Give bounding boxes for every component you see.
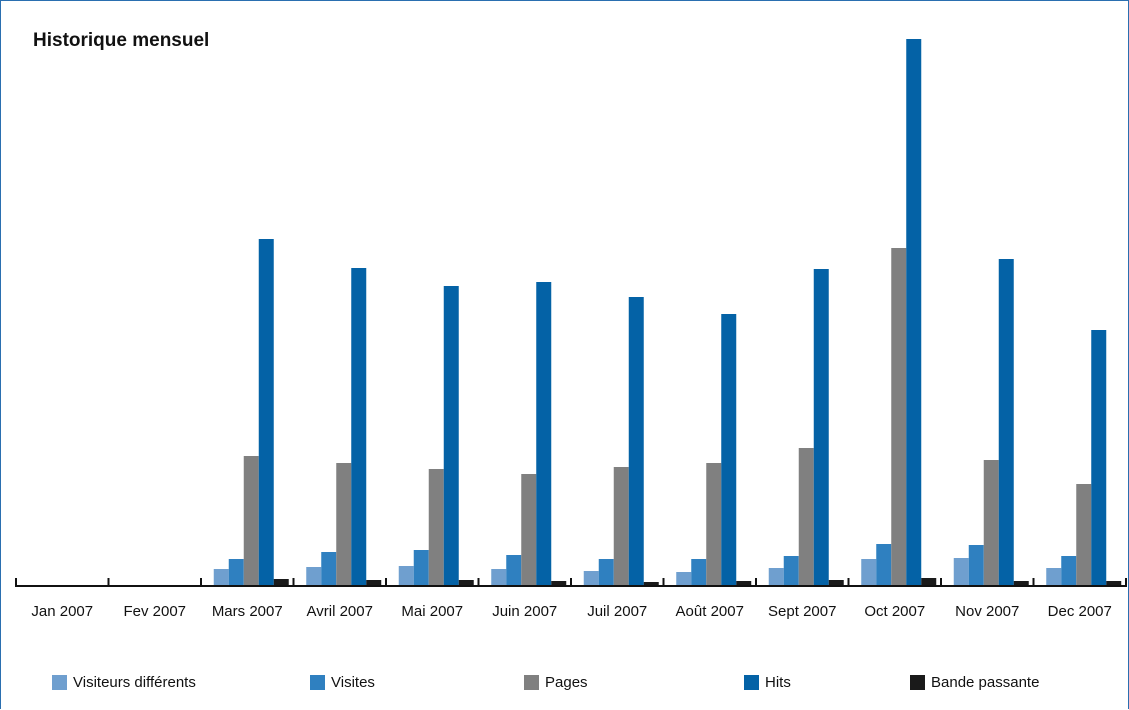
x-tick-label: Juin 2007	[492, 603, 557, 620]
bar	[1076, 484, 1092, 585]
legend-item: Hits	[744, 674, 791, 691]
bar	[706, 463, 722, 585]
legend-label: Bande passante	[931, 674, 1040, 691]
bar	[536, 282, 552, 585]
bar	[861, 559, 877, 585]
bar	[876, 544, 892, 585]
bar	[953, 558, 969, 585]
bar	[828, 580, 844, 585]
legend-item: Bande passante	[910, 674, 1039, 691]
bar	[443, 286, 459, 585]
bar	[273, 579, 289, 585]
x-tick-label: Mai 2007	[401, 603, 463, 620]
chart-legend: Visiteurs différents Visites Pages Hits Band…	[0, 674, 1129, 698]
bar	[366, 580, 382, 585]
bar	[983, 460, 999, 585]
bar	[521, 474, 537, 585]
bar	[583, 571, 599, 585]
bar	[798, 448, 814, 585]
legend-item: Visites	[310, 674, 375, 691]
bar	[921, 578, 937, 585]
bar	[721, 314, 737, 585]
bar	[906, 39, 922, 585]
bar	[813, 269, 829, 585]
bar	[428, 469, 444, 585]
bar	[413, 550, 429, 585]
bar	[1046, 568, 1062, 585]
legend-label: Visiteurs différents	[73, 674, 196, 691]
bar	[1106, 581, 1122, 585]
x-tick-label: Août 2007	[676, 603, 744, 620]
bar	[691, 559, 707, 585]
bar	[613, 467, 629, 585]
bar	[998, 259, 1014, 585]
x-tick-label: Fev 2007	[123, 603, 186, 620]
chart-title: Historique mensuel	[33, 30, 210, 51]
legend-item: Pages	[524, 674, 588, 691]
bar	[306, 567, 322, 585]
bar	[506, 555, 522, 585]
bar	[321, 552, 337, 585]
bar	[213, 569, 229, 585]
legend-swatch	[310, 675, 325, 690]
bar	[598, 559, 614, 585]
legend-swatch	[744, 675, 759, 690]
legend-label: Visites	[331, 674, 375, 691]
x-tick-label: Dec 2007	[1048, 603, 1112, 620]
bar	[783, 556, 799, 585]
x-tick-label: Mars 2007	[212, 603, 283, 620]
bar	[228, 559, 244, 585]
bar	[258, 239, 274, 585]
x-tick-label: Sept 2007	[768, 603, 836, 620]
bar	[1091, 330, 1107, 585]
x-tick-label: Oct 2007	[864, 603, 925, 620]
x-tick-label: Nov 2007	[955, 603, 1019, 620]
bar	[243, 456, 259, 585]
bar	[1061, 556, 1077, 585]
bar	[458, 580, 474, 585]
legend-swatch	[524, 675, 539, 690]
bar	[891, 248, 907, 585]
x-tick-label: Juil 2007	[587, 603, 647, 620]
bar	[491, 569, 507, 585]
x-tick-label: Avril 2007	[307, 603, 373, 620]
bar	[1013, 581, 1029, 585]
bar	[336, 463, 352, 585]
bar	[643, 582, 659, 585]
bar	[351, 268, 367, 585]
legend-label: Hits	[765, 674, 791, 691]
legend-swatch	[52, 675, 67, 690]
bar	[398, 566, 414, 585]
bar	[628, 297, 644, 585]
bar	[736, 581, 752, 585]
x-tick-label: Jan 2007	[31, 603, 93, 620]
legend-swatch	[910, 675, 925, 690]
bar	[676, 572, 692, 585]
legend-label: Pages	[545, 674, 588, 691]
bar	[968, 545, 984, 585]
bar	[768, 568, 784, 585]
bar	[551, 581, 567, 585]
legend-item: Visiteurs différents	[52, 674, 196, 691]
